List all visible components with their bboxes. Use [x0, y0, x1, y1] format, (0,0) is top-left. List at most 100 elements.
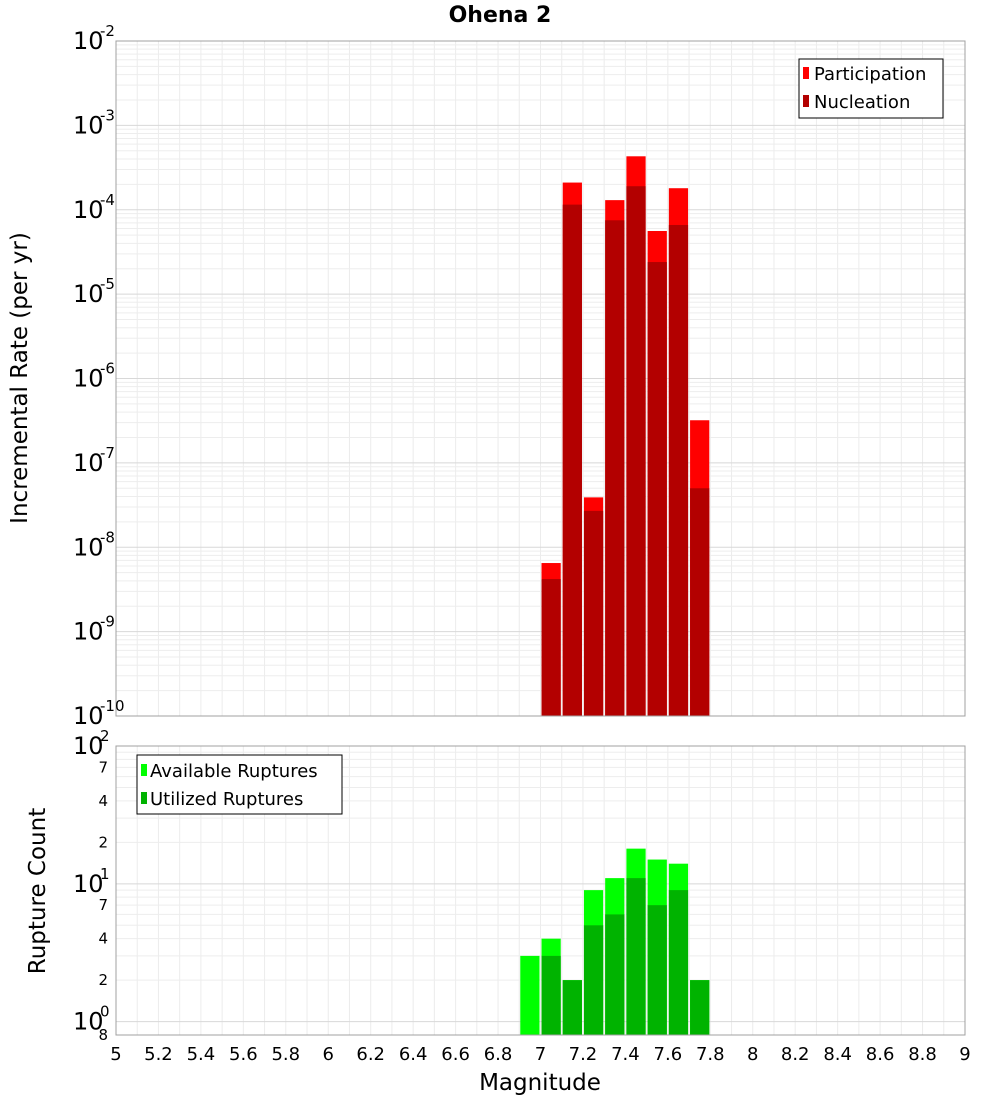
tick-base: 10 [73, 870, 104, 898]
nucleation-bar [605, 220, 625, 717]
utilized-ruptures-bar [605, 914, 625, 1035]
tick-exponent: -5 [100, 275, 115, 293]
utilized-ruptures-bar [541, 955, 561, 1035]
x-tick-label: 8 [747, 1044, 758, 1065]
top-y-tick-label: 10-10 [73, 697, 125, 730]
bottom-y-minor-tick-label: 4 [98, 792, 108, 810]
tick-exponent: -8 [100, 528, 115, 546]
x-tick-label: 7.8 [696, 1044, 725, 1065]
top-gridlines [115, 41, 966, 717]
bottom-y-minor-tick-label: 7 [98, 758, 108, 776]
top-y-tick-label: 10-7 [73, 444, 115, 477]
top-y-tick-label: 10-2 [73, 22, 115, 55]
x-tick-label: 5.8 [271, 1044, 300, 1065]
tick-base: 10 [73, 533, 104, 561]
tick-exponent: -10 [100, 697, 125, 715]
bottom-y-tick-label: 101 [73, 865, 110, 898]
legend-label-participation: Participation [814, 64, 926, 85]
bottom-y-axis-label: Rupture Count [25, 808, 51, 974]
x-tick-label: 5 [110, 1044, 121, 1065]
nucleation-bar [583, 510, 604, 716]
tick-exponent: -3 [100, 106, 115, 124]
x-tick-label: 6.8 [484, 1044, 513, 1065]
x-tick-label: 6 [323, 1044, 334, 1065]
top-legend-box [798, 58, 944, 119]
top-bars [541, 156, 710, 717]
utilized-ruptures-bar [668, 890, 689, 1035]
bottom-y-minor-tick-label: 7 [98, 896, 108, 914]
x-tick-label: 6.6 [441, 1044, 470, 1065]
legend-label-available: Available Ruptures [150, 761, 318, 782]
bottom-y-minor-tick-label: 4 [98, 930, 108, 948]
bottom-bars [520, 848, 710, 1035]
utilized-ruptures-bar [690, 980, 710, 1035]
bottom-y-minor-tick-label: 2 [98, 833, 108, 851]
top-y-tick-label: 10-6 [73, 360, 115, 393]
tick-exponent: -7 [100, 444, 115, 462]
tick-base: 10 [73, 196, 104, 224]
legend-label-nucleation: Nucleation [814, 92, 910, 113]
bottom-plot-frame [115, 745, 966, 1036]
tick-base: 10 [73, 365, 104, 393]
top-plot-frame [115, 40, 966, 717]
bottom-y-minor-tick-label: 2 [98, 971, 108, 989]
top-legend: Participation Nucleation [798, 58, 944, 119]
tick-base: 10 [73, 27, 104, 55]
legend-swatch-available [141, 764, 147, 776]
top-y-tick-label: 10-8 [73, 528, 115, 561]
x-tick-label: 7.4 [611, 1044, 640, 1065]
nucleation-bar [626, 186, 646, 716]
tick-exponent: 2 [100, 727, 110, 745]
tick-base: 10 [73, 1008, 104, 1036]
bottom-y-minor-tick-label: 8 [98, 1026, 108, 1044]
x-tick-label: 7.6 [654, 1044, 683, 1065]
available-ruptures-bar [520, 955, 540, 1035]
utilized-ruptures-bar [626, 878, 646, 1035]
tick-base: 10 [73, 280, 104, 308]
top-y-tick-label: 10-9 [73, 613, 115, 646]
top-y-tick-label: 10-4 [73, 191, 115, 224]
tick-exponent: 1 [100, 865, 110, 883]
x-tick-label: 8.4 [823, 1044, 852, 1065]
bottom-y-tick-label: 102 [73, 727, 110, 760]
x-tick-label: 8.8 [908, 1044, 937, 1065]
x-tick-label: 9 [959, 1044, 970, 1065]
tick-exponent: -6 [100, 360, 115, 378]
x-tick-label: 5.2 [144, 1044, 173, 1065]
utilized-ruptures-bar [583, 925, 604, 1035]
tick-exponent: -2 [100, 22, 115, 40]
legend-swatch-participation [803, 67, 809, 79]
tick-base: 10 [73, 111, 104, 139]
x-tick-label: 6.4 [399, 1044, 428, 1065]
x-tick-label: 7.2 [569, 1044, 598, 1065]
bottom-legend-box [136, 754, 343, 815]
legend-swatch-utilized [141, 792, 147, 804]
nucleation-bar [647, 262, 667, 716]
x-tick-label: 5.6 [229, 1044, 258, 1065]
tick-exponent: 0 [100, 1003, 110, 1021]
tick-base: 10 [73, 449, 104, 477]
legend-swatch-nucleation [803, 95, 809, 107]
tick-base: 10 [73, 702, 104, 730]
utilized-ruptures-bar [562, 980, 582, 1035]
utilized-ruptures-bar [647, 905, 667, 1035]
x-tick-label: 8.6 [866, 1044, 895, 1065]
legend-label-utilized: Utilized Ruptures [150, 789, 303, 810]
top-y-tick-label: 10-3 [73, 106, 115, 139]
x-axis-label: Magnitude [479, 1070, 601, 1096]
top-y-axis-label: Incremental Rate (per yr) [7, 232, 33, 524]
x-tick-label: 7 [535, 1044, 546, 1065]
bottom-legend: Available Ruptures Utilized Ruptures [136, 754, 343, 815]
nucleation-bar [690, 488, 710, 716]
x-ticks: 5 5.2 5.4 5.6 5.8 6 6.2 6.4 6.6 6.8 7 7.2 7.4 7.6 7.8 8… [110, 1044, 970, 1065]
chart-title: Ohena 2 [449, 3, 552, 28]
nucleation-bar [668, 224, 689, 716]
nucleation-bar [541, 579, 561, 716]
x-tick-label: 8.2 [781, 1044, 810, 1065]
tick-exponent: -9 [100, 613, 115, 631]
tick-base: 10 [73, 732, 104, 760]
x-tick-label: 6.2 [356, 1044, 385, 1065]
